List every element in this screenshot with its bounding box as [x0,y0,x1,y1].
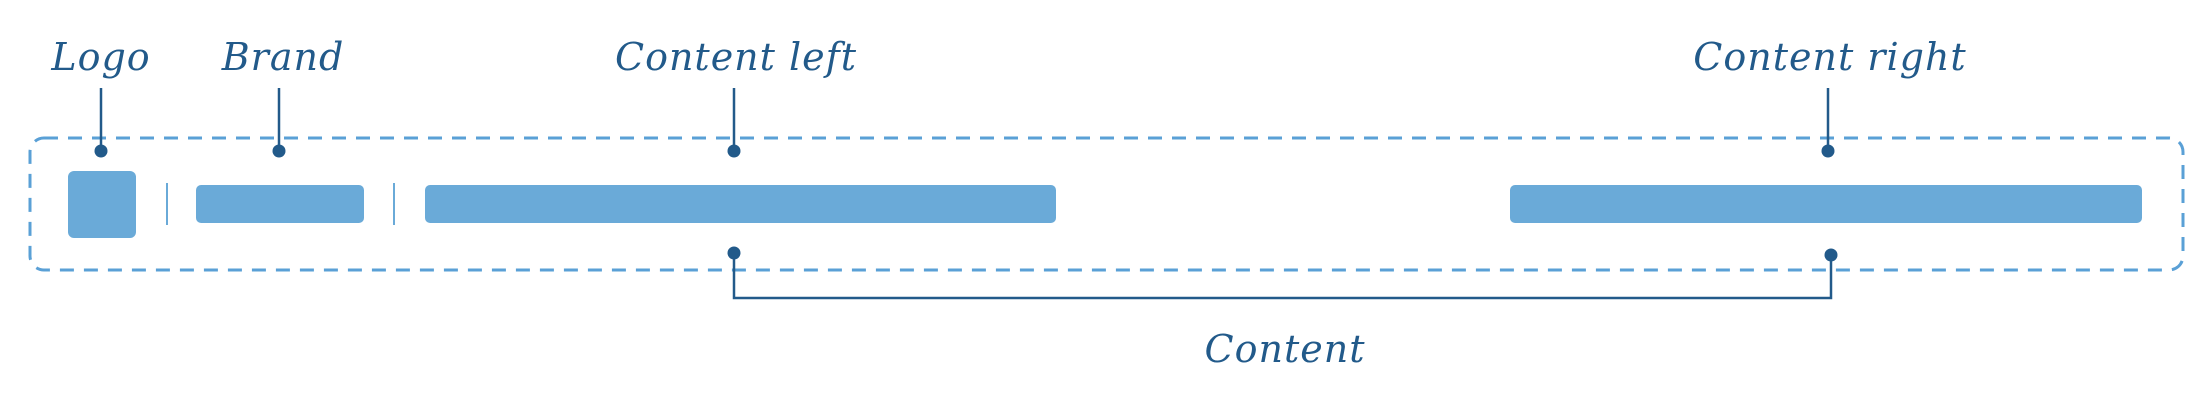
callout-logo-pointer [94,88,108,158]
brand-block [196,185,364,223]
label-content-left: Content left [615,35,857,79]
label-content: Content [1204,327,1366,371]
navbar-container-outline [28,136,2185,272]
label-content-right: Content right [1693,35,1967,79]
callout-brand-pointer [272,88,286,158]
callout-content-left-pointer [727,88,741,158]
callout-content-right-pointer [1821,88,1835,158]
logo-block [68,171,136,238]
label-logo: Logo [51,35,151,79]
content-left-block [425,185,1056,223]
content-right-block [1510,185,2142,223]
label-brand: Brand [221,35,345,79]
content-bracket [727,246,1838,300]
